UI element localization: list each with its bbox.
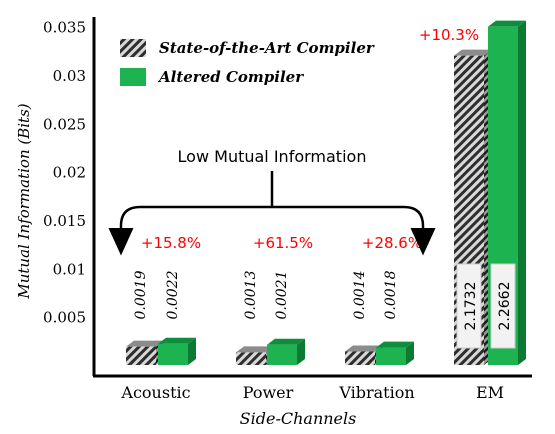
increase-label-power: +61.5% — [253, 234, 313, 252]
data-label-power-state-of-the-art: 0.0013 — [243, 270, 259, 319]
x-tick-labels: Acoustic Power Vibration EM — [120, 383, 504, 402]
legend: State-of-the-Art Compiler Altered Compil… — [120, 39, 375, 86]
bar-value-labels: 0.0019 0.0022 +15.8% 0.0013 0.0021 +61.5% 0.00… — [133, 26, 516, 349]
data-label-power-altered: 0.0021 — [274, 271, 290, 320]
em-value-box-state-of-the-art — [456, 263, 482, 349]
data-label-acoustic-altered: 0.0022 — [165, 270, 181, 319]
low-mi-annotation: Low Mutual Information — [108, 147, 436, 256]
y-tick-label: 0.015 — [43, 212, 86, 230]
y-tick-label: 0.035 — [43, 19, 86, 37]
annotation-arrow-right — [272, 205, 436, 256]
bar-acoustic-state-of-the-art — [126, 346, 156, 365]
bar-acoustic-altered — [158, 343, 188, 365]
bar-vibration-altered-top — [376, 341, 414, 348]
bar-power-altered-top — [267, 338, 305, 345]
y-tick-label: 0.03 — [53, 67, 86, 85]
bar-vibration-state-of-the-art-top — [345, 345, 383, 352]
bar-power-state-of-the-art-top — [236, 346, 274, 353]
data-label-em-altered: 2.2662 — [497, 282, 513, 331]
bar-vibration-state-of-the-art — [345, 351, 375, 365]
x-tick-label: EM — [476, 383, 504, 402]
increase-label-vibration: +28.6% — [362, 234, 422, 252]
bar-acoustic-state-of-the-art-top — [126, 340, 164, 347]
em-value-box-altered — [490, 263, 516, 349]
annotation-arrow-left — [108, 205, 272, 256]
annotation-text: Low Mutual Information — [178, 147, 367, 166]
y-tick-label: 0.005 — [43, 309, 86, 327]
bar-em-altered-top — [488, 20, 526, 27]
data-label-vibration-state-of-the-art: 0.0014 — [352, 271, 368, 320]
y-tick-labels: 0.005 0.01 0.015 0.02 0.025 0.03 0.035 — [43, 19, 86, 327]
increase-label-em: +10.3% — [419, 26, 479, 44]
legend-swatch-altered — [120, 68, 146, 86]
y-tick-label: 0.025 — [43, 115, 86, 133]
bar-em-state-of-the-art-top — [454, 49, 492, 56]
bar-vibration-altered — [376, 347, 406, 365]
y-axis-label: Mutual Information (Bits) — [15, 103, 33, 299]
bar-power-state-of-the-art — [236, 352, 266, 365]
bar-em-altered-side — [518, 20, 526, 366]
legend-label-state-of-the-art: State-of-the-Art Compiler — [159, 39, 375, 57]
x-axis-label: Side-Channels — [240, 409, 357, 428]
legend-swatch-state-of-the-art — [120, 39, 146, 57]
x-tick-label: Vibration — [338, 383, 414, 402]
bars-group — [126, 20, 526, 366]
y-tick-label: 0.02 — [53, 164, 86, 182]
bar-power-altered — [267, 344, 297, 365]
x-tick-label: Power — [243, 383, 294, 402]
y-tick-label: 0.01 — [53, 260, 86, 278]
x-tick-label: Acoustic — [120, 383, 190, 402]
bar-vibration-altered-side — [406, 341, 414, 365]
bar-acoustic-altered-side — [188, 337, 196, 365]
data-label-em-state-of-the-art: 2.1732 — [463, 282, 479, 331]
data-label-acoustic-state-of-the-art: 0.0019 — [133, 270, 149, 319]
data-label-vibration-altered: 0.0018 — [383, 270, 399, 319]
bar-power-altered-side — [297, 338, 305, 365]
bar-acoustic-altered-top — [158, 337, 196, 344]
increase-label-acoustic: +15.8% — [141, 234, 201, 252]
legend-label-altered: Altered Compiler — [157, 68, 304, 86]
